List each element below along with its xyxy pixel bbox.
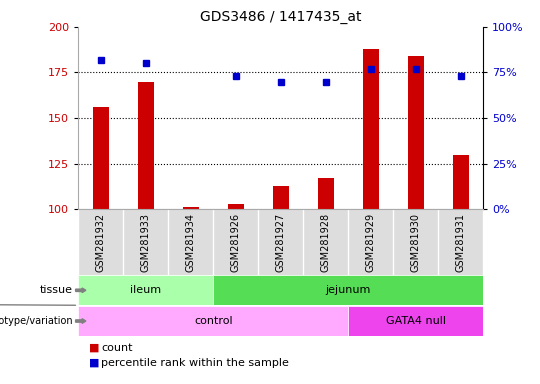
Bar bbox=[273, 185, 289, 209]
Title: GDS3486 / 1417435_at: GDS3486 / 1417435_at bbox=[200, 10, 362, 25]
Bar bbox=[228, 204, 244, 209]
Bar bbox=[78, 306, 348, 336]
Bar bbox=[363, 49, 379, 209]
Text: ■: ■ bbox=[89, 343, 99, 353]
Bar bbox=[408, 56, 424, 209]
Text: jejunum: jejunum bbox=[326, 285, 371, 295]
Bar bbox=[453, 155, 469, 209]
Text: GSM281931: GSM281931 bbox=[456, 213, 466, 271]
Bar bbox=[213, 275, 483, 305]
Text: count: count bbox=[101, 343, 132, 353]
Text: GSM281934: GSM281934 bbox=[186, 213, 196, 271]
Text: tissue: tissue bbox=[40, 285, 73, 295]
Bar bbox=[138, 82, 154, 209]
Text: GATA4 null: GATA4 null bbox=[386, 316, 446, 326]
Text: GSM281927: GSM281927 bbox=[276, 213, 286, 272]
Text: genotype/variation: genotype/variation bbox=[0, 316, 73, 326]
Text: control: control bbox=[194, 316, 233, 326]
Text: GSM281933: GSM281933 bbox=[141, 213, 151, 271]
Bar bbox=[183, 207, 199, 209]
Text: GSM281929: GSM281929 bbox=[366, 213, 376, 271]
Text: GSM281926: GSM281926 bbox=[231, 213, 241, 271]
Text: GSM281930: GSM281930 bbox=[411, 213, 421, 271]
Text: ileum: ileum bbox=[130, 285, 161, 295]
Text: ■: ■ bbox=[89, 358, 99, 368]
Bar bbox=[318, 178, 334, 209]
Text: GSM281932: GSM281932 bbox=[96, 213, 106, 271]
Text: percentile rank within the sample: percentile rank within the sample bbox=[101, 358, 289, 368]
Bar bbox=[78, 275, 213, 305]
Text: GSM281928: GSM281928 bbox=[321, 213, 331, 271]
Bar bbox=[348, 306, 483, 336]
Bar bbox=[93, 107, 109, 209]
